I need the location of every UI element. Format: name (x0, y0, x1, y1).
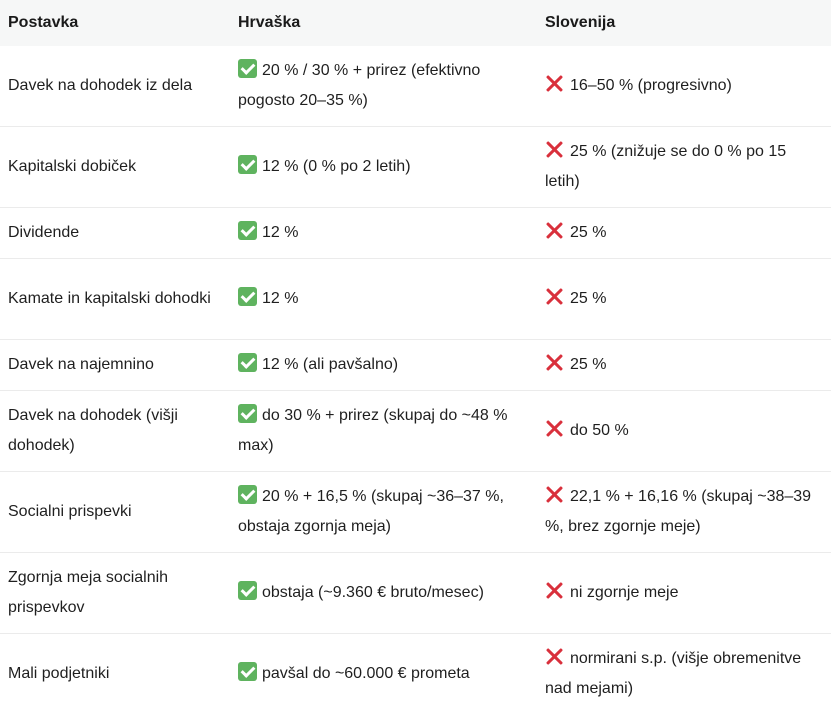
cell-croatia: 20 % / 30 % + prirez (efektivno pogosto … (230, 46, 537, 127)
check-mark-icon (238, 485, 257, 504)
cross-mark-icon (545, 140, 564, 159)
check-mark-icon (238, 59, 257, 78)
header-postavka: Postavka (0, 0, 230, 46)
cell-item: Zgornja meja socialnih prispevkov (0, 552, 230, 634)
cell-croatia-text: obstaja (~9.360 € bruto/mesec) (262, 584, 484, 601)
cell-slovenia: 22,1 % + 16,16 % (skupaj ~38–39 %, brez … (537, 471, 831, 553)
cell-slovenia: 25 % (537, 339, 831, 391)
cross-mark-icon (545, 287, 564, 306)
cell-slovenia-text: ni zgornje meje (570, 584, 679, 601)
cell-croatia: do 30 % + prirez (skupaj do ~48 % max) (230, 390, 537, 472)
cell-slovenia: ni zgornje meje (537, 552, 831, 634)
cell-croatia-text: 12 % (262, 290, 299, 307)
cell-slovenia: 16–50 % (progresivno) (537, 46, 831, 127)
table-row: Davek na najemnino 12 % (ali pavšalno) 2… (0, 339, 831, 391)
check-mark-icon (238, 581, 257, 600)
cell-slovenia-text: 25 % (570, 290, 607, 307)
cross-mark-icon (545, 485, 564, 504)
cell-croatia: 12 % (230, 258, 537, 340)
cell-croatia-text: do 30 % + prirez (skupaj do ~48 % max) (238, 407, 508, 454)
cell-croatia: pavšal do ~60.000 € prometa (230, 634, 537, 702)
cell-croatia-text: 12 % (262, 224, 299, 241)
cross-mark-icon (545, 353, 564, 372)
table-row: Socialni prispevki 20 % + 16,5 % (skupaj… (0, 471, 831, 553)
header-slovenija: Slovenija (537, 0, 831, 46)
header-hrvaska: Hrvaška (230, 0, 537, 46)
table-row: Davek na dohodek iz dela 20 % / 30 % + p… (0, 46, 831, 127)
table-header-row: Postavka Hrvaška Slovenija (0, 0, 831, 46)
cell-croatia: 12 % (ali pavšalno) (230, 339, 537, 391)
cell-slovenia: 25 % (537, 258, 831, 340)
check-mark-icon (238, 287, 257, 306)
table-row: Dividende 12 % 25 % (0, 207, 831, 259)
cross-mark-icon (545, 221, 564, 240)
cell-croatia-text: 12 % (0 % po 2 letih) (262, 158, 411, 175)
cross-mark-icon (545, 581, 564, 600)
cell-croatia-text: 20 % / 30 % + prirez (efektivno pogosto … (238, 62, 481, 109)
check-mark-icon (238, 662, 257, 681)
cell-croatia: 12 % (230, 207, 537, 259)
table-row: Mali podjetniki pavšal do ~60.000 € prom… (0, 634, 831, 702)
cell-slovenia: 25 % (znižuje se do 0 % po 15 letih) (537, 126, 831, 208)
cell-croatia: obstaja (~9.360 € bruto/mesec) (230, 552, 537, 634)
cell-item: Kamate in kapitalski dohodki (0, 258, 230, 340)
table-row: Zgornja meja socialnih prispevkov obstaj… (0, 552, 831, 634)
check-mark-icon (238, 353, 257, 372)
table-row: Kapitalski dobiček 12 % (0 % po 2 letih)… (0, 126, 831, 208)
check-mark-icon (238, 155, 257, 174)
cross-mark-icon (545, 419, 564, 438)
cell-item: Davek na dohodek (višji dohodek) (0, 390, 230, 472)
cell-croatia: 12 % (0 % po 2 letih) (230, 126, 537, 208)
cell-item: Kapitalski dobiček (0, 126, 230, 208)
cell-item: Dividende (0, 207, 230, 259)
cell-item: Davek na dohodek iz dela (0, 46, 230, 127)
cell-croatia-text: pavšal do ~60.000 € prometa (262, 665, 470, 682)
cell-slovenia-text: normirani s.p. (višje obremenitve nad me… (545, 650, 802, 697)
check-mark-icon (238, 404, 257, 423)
cell-slovenia: 25 % (537, 207, 831, 259)
cell-slovenia-text: 25 % (570, 356, 607, 373)
cell-item: Mali podjetniki (8, 665, 110, 682)
cell-slovenia-text: 25 % (znižuje se do 0 % po 15 letih) (545, 143, 787, 190)
cell-slovenia-text: do 50 % (570, 422, 629, 439)
cell-croatia-text: 12 % (ali pavšalno) (262, 356, 399, 373)
cell-slovenia-text: 16–50 % (progresivno) (570, 77, 732, 94)
cross-mark-icon (545, 647, 564, 666)
cell-slovenia: normirani s.p. (višje obremenitve nad me… (537, 634, 831, 702)
cell-slovenia-text: 25 % (570, 224, 607, 241)
cross-mark-icon (545, 74, 564, 93)
table-row: Kamate in kapitalski dohodki 12 % 25 % (0, 258, 831, 340)
cell-item: Socialni prispevki (0, 471, 230, 553)
cell-slovenia: do 50 % (537, 390, 831, 472)
cell-item: Davek na najemnino (0, 339, 230, 391)
cell-croatia-text: 20 % + 16,5 % (skupaj ~36–37 %, obstaja … (238, 488, 504, 535)
cell-slovenia-text: 22,1 % + 16,16 % (skupaj ~38–39 %, brez … (545, 488, 812, 535)
table-row: Davek na dohodek (višji dohodek) do 30 %… (0, 390, 831, 472)
check-mark-icon (238, 221, 257, 240)
cell-croatia: 20 % + 16,5 % (skupaj ~36–37 %, obstaja … (230, 471, 537, 553)
